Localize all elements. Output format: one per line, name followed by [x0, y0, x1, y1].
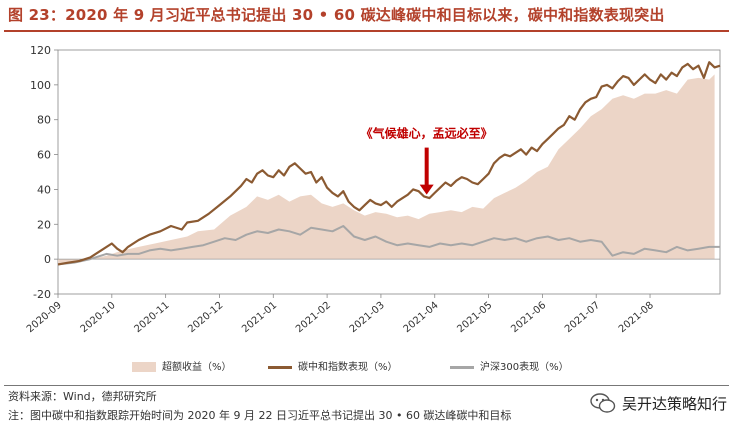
note-text: 注：图中碳中和指数跟踪开始时间为 2020 年 9 月 22 日习近平总书记提出…	[8, 409, 512, 422]
y-tick-label: 20	[37, 218, 51, 231]
chart-legend: 超额收益（%） 碳中和指数表现（%） 沪深300表现（%）	[0, 358, 737, 378]
footer-divider	[4, 385, 729, 386]
legend-line-swatch-index	[268, 365, 292, 369]
y-tick-label: 40	[37, 183, 51, 196]
line-chart: -20 0 20 40 60 80 100 120 2020-09 2020-10 2020-11 2…	[25, 44, 721, 335]
x-tick-label: 2021-08	[617, 300, 656, 335]
wechat-icon	[590, 393, 616, 413]
hs300-line	[57, 225, 720, 266]
x-tick-label: 2021-04	[402, 300, 441, 335]
excess-return-area	[58, 74, 715, 265]
y-tick-label: 120	[30, 44, 51, 57]
legend-label-excess: 超额收益（%）	[162, 362, 232, 373]
legend-item-excess: 超额收益（%）	[132, 360, 232, 376]
x-tick-label: 2021-05	[455, 300, 494, 335]
y-tick-label: 80	[37, 114, 51, 127]
legend-item-index: 碳中和指数表现（%）	[268, 360, 398, 376]
chart-title: 图 23：2020 年 9 月习近平总书记提出 30 • 60 碳达峰碳中和目标…	[8, 6, 665, 24]
x-tick-label: 2020-11	[132, 300, 171, 335]
legend-label-index: 碳中和指数表现（%）	[298, 362, 398, 373]
y-tick-label: 100	[30, 79, 51, 92]
title-divider	[4, 30, 729, 32]
annotation-arrow-head	[419, 184, 434, 195]
x-tick-label: 2021-03	[348, 300, 387, 335]
carbon-neutral-index-line	[57, 61, 721, 266]
y-tick-label: 0	[44, 253, 51, 266]
x-tick-label: 2021-02	[294, 300, 333, 335]
legend-area-swatch	[132, 362, 156, 372]
y-tick-label: -20	[33, 288, 51, 301]
annotation-label: 《气候雄心，孟远必至》	[361, 126, 493, 141]
legend-item-hs300: 沪深300表现（%）	[450, 360, 569, 376]
x-tick-label: 2021-07	[563, 300, 602, 335]
watermark-text: 吴开达策略知行	[621, 394, 727, 413]
y-tick-label: 60	[37, 149, 51, 162]
x-tick-label: 2021-06	[509, 300, 548, 335]
legend-line-swatch-hs300	[450, 365, 474, 369]
x-tick-label: 2020-12	[186, 300, 225, 335]
watermark: 吴开达策略知行	[590, 392, 727, 414]
x-tick-label: 2020-09	[25, 300, 64, 335]
x-tick-label: 2020-10	[79, 300, 118, 335]
x-tick-label: 2021-01	[240, 300, 279, 335]
source-text: 资料来源：Wind，德邦研究所	[8, 390, 157, 403]
plot-frame	[57, 49, 721, 295]
legend-label-hs300: 沪深300表现（%）	[480, 362, 569, 373]
